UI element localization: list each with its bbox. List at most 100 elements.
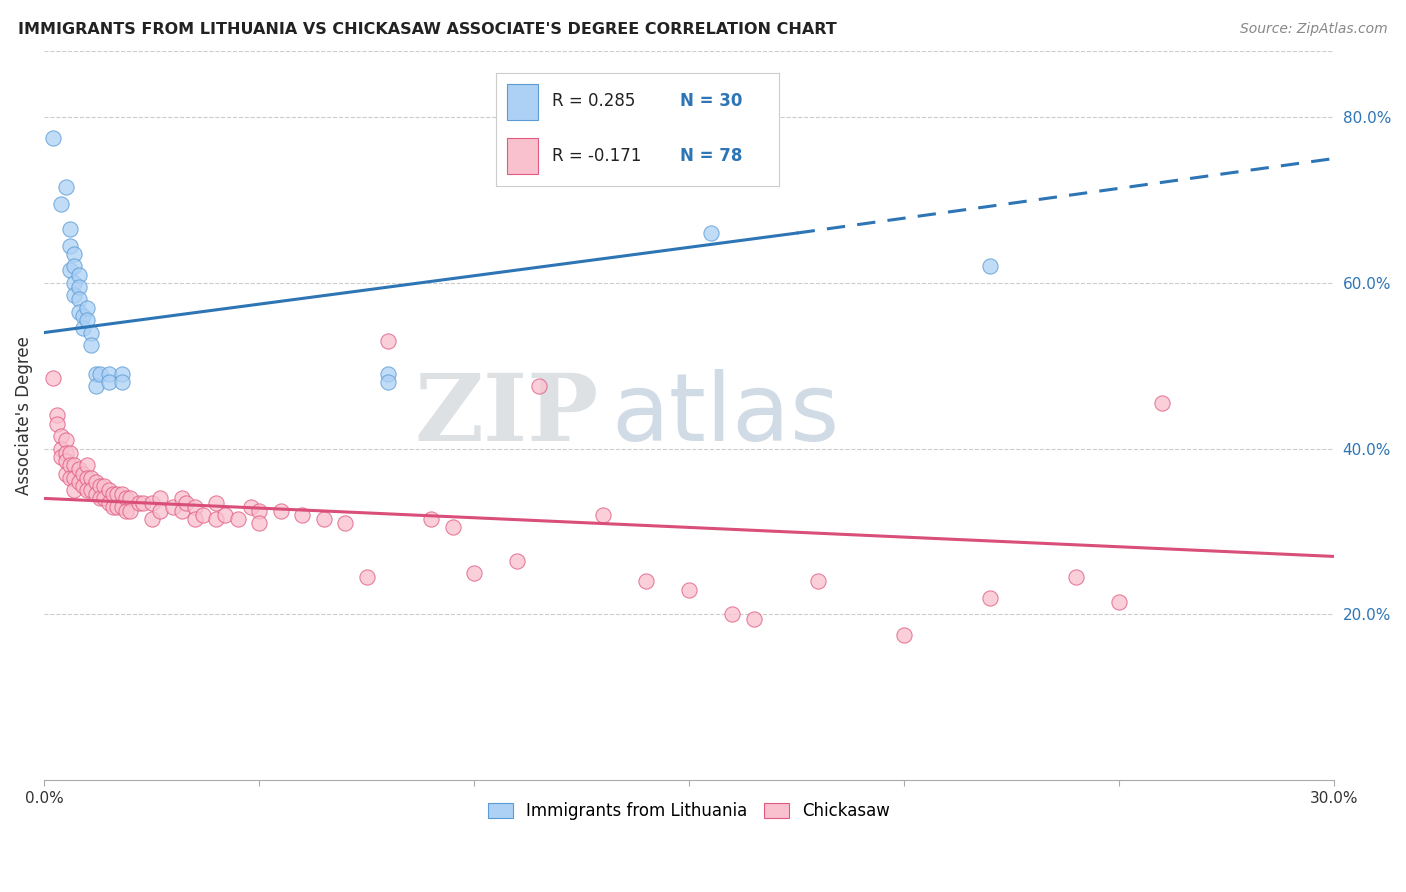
- Point: [76, 458, 98, 473]
- Point: [97, 483, 120, 497]
- Point: [93, 491, 115, 506]
- Point: [141, 495, 163, 509]
- Point: [67, 280, 90, 294]
- Point: [59, 471, 82, 485]
- Point: [101, 500, 124, 514]
- Point: [291, 508, 314, 522]
- Point: [441, 520, 464, 534]
- Point: [72, 321, 94, 335]
- Point: [97, 367, 120, 381]
- Point: [97, 376, 120, 390]
- Text: Source: ZipAtlas.com: Source: ZipAtlas.com: [1240, 22, 1388, 37]
- Point: [721, 607, 744, 622]
- Point: [72, 467, 94, 481]
- Point: [55, 446, 77, 460]
- Point: [162, 500, 184, 514]
- Point: [128, 495, 150, 509]
- Point: [84, 475, 107, 489]
- Point: [55, 180, 77, 194]
- Point: [67, 268, 90, 282]
- Point: [636, 574, 658, 589]
- Point: [1064, 570, 1087, 584]
- Point: [76, 483, 98, 497]
- Point: [149, 491, 172, 506]
- Point: [59, 238, 82, 252]
- Text: IMMIGRANTS FROM LITHUANIA VS CHICKASAW ASSOCIATE'S DEGREE CORRELATION CHART: IMMIGRANTS FROM LITHUANIA VS CHICKASAW A…: [18, 22, 837, 37]
- Point: [270, 504, 292, 518]
- Point: [1152, 396, 1174, 410]
- Point: [51, 450, 73, 464]
- Point: [226, 512, 249, 526]
- Point: [120, 504, 142, 518]
- Point: [377, 367, 399, 381]
- Point: [110, 487, 132, 501]
- Point: [247, 516, 270, 531]
- Point: [80, 338, 103, 352]
- Point: [592, 508, 614, 522]
- Text: atlas: atlas: [612, 369, 839, 461]
- Point: [183, 500, 205, 514]
- Point: [89, 367, 111, 381]
- Point: [463, 566, 485, 580]
- Point: [114, 491, 136, 506]
- Legend: Immigrants from Lithuania, Chickasaw: Immigrants from Lithuania, Chickasaw: [481, 796, 897, 827]
- Point: [67, 293, 90, 307]
- Point: [97, 495, 120, 509]
- Point: [59, 222, 82, 236]
- Point: [72, 309, 94, 323]
- Point: [46, 409, 69, 423]
- Point: [59, 458, 82, 473]
- Point: [76, 301, 98, 315]
- Point: [120, 491, 142, 506]
- Point: [893, 628, 915, 642]
- Point: [63, 259, 86, 273]
- Point: [506, 553, 529, 567]
- Point: [51, 442, 73, 456]
- Point: [420, 512, 443, 526]
- Point: [84, 367, 107, 381]
- Point: [205, 512, 228, 526]
- Point: [170, 491, 193, 506]
- Point: [742, 612, 765, 626]
- Point: [51, 197, 73, 211]
- Point: [678, 582, 700, 597]
- Point: [699, 226, 721, 240]
- Point: [214, 508, 236, 522]
- Point: [80, 471, 103, 485]
- Point: [110, 500, 132, 514]
- Point: [149, 504, 172, 518]
- Point: [979, 591, 1001, 605]
- Point: [193, 508, 215, 522]
- Point: [105, 500, 128, 514]
- Point: [55, 454, 77, 468]
- Point: [114, 504, 136, 518]
- Y-axis label: Associate's Degree: Associate's Degree: [15, 336, 32, 495]
- Point: [170, 504, 193, 518]
- Point: [807, 574, 830, 589]
- Point: [84, 379, 107, 393]
- Point: [63, 288, 86, 302]
- Point: [59, 446, 82, 460]
- Point: [63, 247, 86, 261]
- Point: [80, 483, 103, 497]
- Point: [110, 376, 132, 390]
- Point: [174, 495, 197, 509]
- Point: [377, 334, 399, 348]
- Point: [979, 259, 1001, 273]
- Point: [63, 483, 86, 497]
- Point: [59, 263, 82, 277]
- Point: [89, 479, 111, 493]
- Point: [55, 467, 77, 481]
- Point: [105, 487, 128, 501]
- Point: [312, 512, 335, 526]
- Point: [132, 495, 155, 509]
- Point: [76, 313, 98, 327]
- Point: [67, 462, 90, 476]
- Point: [333, 516, 356, 531]
- Point: [377, 376, 399, 390]
- Point: [1108, 595, 1130, 609]
- Point: [67, 305, 90, 319]
- Point: [51, 429, 73, 443]
- Text: ZIP: ZIP: [415, 370, 599, 460]
- Point: [41, 130, 63, 145]
